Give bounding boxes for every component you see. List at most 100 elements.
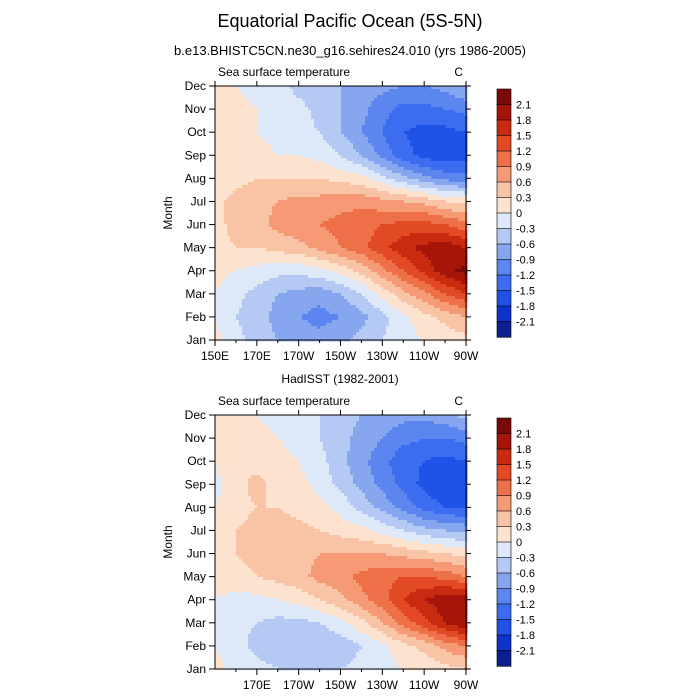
contour-cell bbox=[416, 173, 420, 177]
contour-cell bbox=[410, 197, 414, 201]
contour-cell bbox=[284, 248, 288, 252]
contour-cell bbox=[437, 143, 441, 147]
contour-cell bbox=[377, 179, 381, 183]
contour-cell bbox=[356, 242, 360, 246]
contour-cell bbox=[308, 248, 312, 252]
contour-cell bbox=[356, 179, 360, 183]
contour-cell bbox=[290, 149, 294, 153]
contour-cell bbox=[245, 170, 249, 174]
contour-cell bbox=[293, 233, 297, 237]
contour-cell bbox=[272, 185, 276, 189]
contour-cell bbox=[233, 230, 237, 234]
contour-cell bbox=[428, 179, 432, 183]
contour-cell bbox=[281, 251, 285, 255]
contour-cell bbox=[236, 260, 240, 264]
contour-cell bbox=[419, 245, 423, 249]
contour-cell bbox=[377, 119, 381, 123]
contour-cell bbox=[401, 206, 405, 210]
contour-cell bbox=[329, 146, 333, 150]
contour-cell bbox=[383, 86, 387, 90]
contour-cell bbox=[320, 242, 324, 246]
contour-cell bbox=[431, 125, 435, 129]
contour-cell bbox=[224, 170, 228, 174]
contour-cell bbox=[458, 92, 462, 96]
contour-cell bbox=[299, 248, 303, 252]
contour-cell bbox=[362, 110, 366, 114]
contour-cell bbox=[332, 134, 336, 138]
contour-cell bbox=[398, 185, 402, 189]
contour-cell bbox=[410, 230, 414, 234]
contour-cell bbox=[458, 95, 462, 99]
contour-cell bbox=[263, 158, 267, 162]
contour-cell bbox=[452, 92, 456, 96]
contour-cell bbox=[221, 125, 225, 129]
contour-cell bbox=[254, 128, 258, 132]
contour-cell bbox=[359, 248, 363, 252]
contour-cell bbox=[275, 230, 279, 234]
contour-cell bbox=[434, 101, 438, 105]
contour-cell bbox=[257, 98, 261, 102]
contour-cell bbox=[221, 98, 225, 102]
contour-cell bbox=[380, 176, 384, 180]
contour-cell bbox=[263, 92, 267, 96]
contour-cell bbox=[263, 224, 267, 228]
contour-cell bbox=[278, 161, 282, 165]
contour-cell bbox=[230, 224, 234, 228]
contour-cell bbox=[299, 104, 303, 108]
contour-cell bbox=[332, 230, 336, 234]
contour-cell bbox=[299, 203, 303, 207]
contour-cell bbox=[236, 119, 240, 123]
contour-cell bbox=[320, 113, 324, 117]
contour-cell bbox=[287, 128, 291, 132]
contour-cell bbox=[395, 182, 399, 186]
contour-cell bbox=[347, 197, 351, 201]
contour-cell bbox=[248, 203, 252, 207]
contour-cell bbox=[356, 209, 360, 213]
contour-cell bbox=[377, 185, 381, 189]
contour-cell bbox=[278, 95, 282, 99]
contour-cell bbox=[392, 230, 396, 234]
contour-cell bbox=[329, 143, 333, 147]
contour-cell bbox=[347, 86, 351, 90]
contour-cell bbox=[428, 236, 432, 240]
contour-cell bbox=[311, 167, 315, 171]
contour-cell bbox=[230, 89, 234, 93]
contour-cell bbox=[362, 179, 366, 183]
contour-cell bbox=[428, 197, 432, 201]
contour-cell bbox=[254, 185, 258, 189]
contour-cell bbox=[317, 227, 321, 231]
contour-cell bbox=[386, 233, 390, 237]
contour-cell bbox=[452, 182, 456, 186]
contour-cell bbox=[395, 101, 399, 105]
contour-cell bbox=[233, 95, 237, 99]
contour-cell bbox=[362, 221, 366, 225]
contour-cell bbox=[422, 92, 426, 96]
contour-cell bbox=[440, 128, 444, 132]
contour-cell bbox=[302, 98, 306, 102]
contour-cell bbox=[419, 257, 423, 261]
contour-cell bbox=[443, 185, 447, 189]
contour-cell bbox=[341, 239, 345, 243]
contour-cell bbox=[341, 107, 345, 111]
contour-cell bbox=[410, 257, 414, 261]
contour-cell bbox=[281, 233, 285, 237]
contour-cell bbox=[293, 134, 297, 138]
contour-cell bbox=[317, 86, 321, 90]
contour-cell bbox=[410, 173, 414, 177]
contour-cell bbox=[404, 209, 408, 213]
contour-cell bbox=[287, 188, 291, 192]
contour-cell bbox=[281, 131, 285, 135]
contour-cell bbox=[269, 206, 273, 210]
contour-cell bbox=[299, 128, 303, 132]
contour-cell bbox=[392, 101, 396, 105]
contour-cell bbox=[404, 131, 408, 135]
contour-cell bbox=[407, 92, 411, 96]
contour-cell bbox=[221, 224, 225, 228]
contour-cell bbox=[395, 257, 399, 261]
contour-cell bbox=[356, 236, 360, 240]
contour-cell bbox=[227, 212, 231, 216]
contour-cell bbox=[401, 110, 405, 114]
contour-cell bbox=[410, 128, 414, 132]
contour-cell bbox=[275, 224, 279, 228]
contour-cell bbox=[263, 227, 267, 231]
